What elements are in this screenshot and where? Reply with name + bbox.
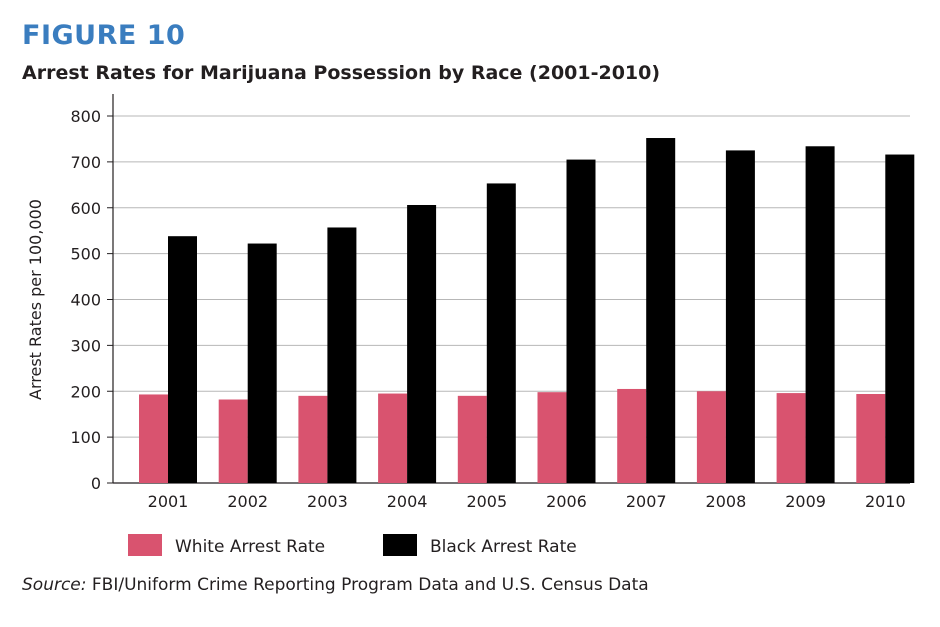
x-tick-label: 2010 <box>865 492 906 511</box>
y-tick-label: 0 <box>91 474 101 493</box>
bar-black-arrest-rate <box>168 236 197 483</box>
bar-white-arrest-rate <box>378 393 408 483</box>
x-tick-label: 2009 <box>785 492 826 511</box>
y-tick-label: 500 <box>70 245 101 264</box>
y-tick-label: 600 <box>70 199 101 218</box>
y-axis-label-group: Arrest Rates per 100,000 <box>26 199 45 400</box>
bar-black-arrest-rate <box>486 183 516 483</box>
x-tick-label: 2006 <box>546 492 587 511</box>
bar-white-arrest-rate <box>537 392 567 483</box>
bar-white-arrest-rate <box>856 394 886 483</box>
bar-black-arrest-rate <box>247 243 277 483</box>
y-axis-label: Arrest Rates per 100,000 <box>26 199 45 400</box>
bar-white-arrest-rate <box>776 393 806 483</box>
legend-swatch-white <box>128 534 162 556</box>
bar-black-arrest-rate <box>327 227 357 483</box>
y-tick-label: 200 <box>70 382 101 401</box>
y-tick-label: 100 <box>70 428 101 447</box>
source-text: FBI/Uniform Crime Reporting Program Data… <box>91 575 649 595</box>
chart-title: Arrest Rates for Marijuana Possession by… <box>22 62 661 84</box>
bar-white-arrest-rate <box>617 388 647 483</box>
x-tick-label: 2002 <box>227 492 268 511</box>
bar-black-arrest-rate <box>805 146 835 483</box>
x-tick-label: 2008 <box>706 492 747 511</box>
bar-white-arrest-rate <box>298 395 328 483</box>
bar-white-arrest-rate <box>457 395 487 483</box>
x-tick-label: 2007 <box>626 492 667 511</box>
x-tick-label: 2004 <box>387 492 428 511</box>
legend: White Arrest Rate Black Arrest Rate <box>128 534 577 557</box>
legend-swatch-black <box>383 534 417 556</box>
x-tick-label: 2001 <box>148 492 189 511</box>
y-tick-label: 700 <box>70 153 101 172</box>
bar-black-arrest-rate <box>725 150 755 483</box>
y-tick-label: 300 <box>70 336 101 355</box>
source-note: Source: FBI/Uniform Crime Reporting Prog… <box>22 575 649 595</box>
bar-white-arrest-rate <box>139 394 168 483</box>
bars <box>139 138 915 484</box>
bar-black-arrest-rate <box>646 138 676 483</box>
bar-white-arrest-rate <box>218 399 248 483</box>
x-tick-label: 2003 <box>307 492 348 511</box>
source-lead: Source: <box>22 575 87 595</box>
y-tick-label: 400 <box>70 291 101 310</box>
figure-label: FIGURE 10 <box>22 20 186 51</box>
bar-black-arrest-rate <box>566 159 596 484</box>
legend-label: Black Arrest Rate <box>430 537 577 557</box>
tick-labels: 0 100 200 300 400 500 600 700 800 2001 2002 2003 200… <box>70 107 905 511</box>
x-tick-label: 2005 <box>466 492 507 511</box>
legend-label: White Arrest Rate <box>175 537 325 557</box>
bar-black-arrest-rate <box>885 154 915 483</box>
bar-white-arrest-rate <box>696 391 726 483</box>
bar-black-arrest-rate <box>407 204 437 483</box>
y-tick-label: 800 <box>70 107 101 126</box>
